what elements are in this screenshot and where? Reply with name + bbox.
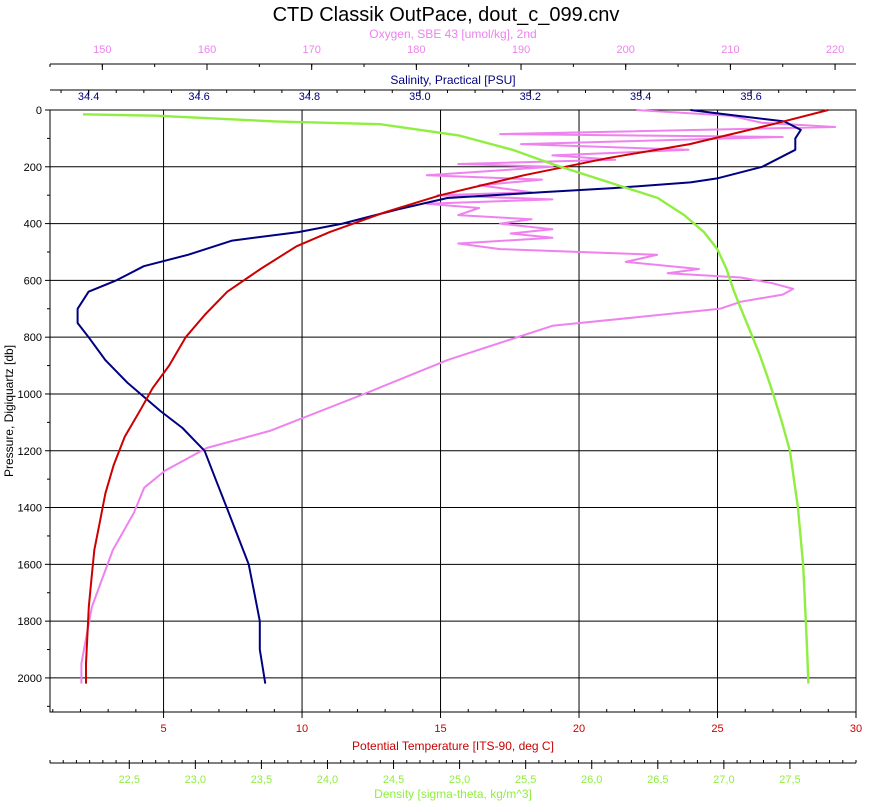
y-tick-label: 1800: [18, 616, 42, 628]
oxygen-tick-label: 160: [198, 44, 216, 56]
density-tick-label: 26,0: [581, 774, 602, 786]
salinity-tick-label: 35.4: [630, 91, 651, 103]
y-tick-label: 1000: [18, 389, 42, 401]
temperature-tick-label: 15: [434, 723, 446, 735]
salinity-tick-label: 34.8: [299, 91, 320, 103]
temperature-axis-label: Potential Temperature [ITS-90, deg C]: [352, 739, 554, 753]
oxygen-profile-line: [80, 109, 837, 684]
temperature-tick-label: 5: [160, 723, 166, 735]
temperature-tick-label: 20: [573, 723, 585, 735]
oxygen-axis-label: Oxygen, SBE 43 [umol/kg], 2nd: [369, 27, 536, 41]
oxygen-tick-label: 150: [93, 44, 111, 56]
y-tick-label: 200: [24, 162, 42, 174]
chart-title: CTD Classik OutPace, dout_c_099.cnv: [273, 4, 620, 26]
series-layer: [76, 109, 837, 684]
density-tick-label: 24,0: [317, 774, 338, 786]
y-tick-label: 1400: [18, 503, 42, 515]
oxygen-tick-label: 190: [512, 44, 530, 56]
oxygen-tick-label: 170: [303, 44, 321, 56]
density-tick-label: 26,5: [647, 774, 668, 786]
y-tick-label: 1600: [18, 559, 42, 571]
salinity-profile-line: [76, 109, 802, 684]
salinity-tick-label: 35.2: [520, 91, 541, 103]
temperature-tick-label: 30: [850, 723, 862, 735]
grid-layer: [50, 109, 857, 712]
temperature-tick-label: 10: [296, 723, 308, 735]
density-tick-label: 24,5: [383, 774, 404, 786]
salinity-axis-label: Salinity, Practical [PSU]: [390, 73, 515, 87]
density-tick-label: 27,0: [713, 774, 734, 786]
salinity-tick-label: 35.0: [409, 91, 430, 103]
y-tick-label: 800: [24, 332, 42, 344]
plot-frame: [49, 109, 857, 713]
density-tick-label: 25,0: [449, 774, 470, 786]
y-tick-label: 1200: [18, 446, 42, 458]
y-tick-label: 0: [36, 105, 42, 117]
axes-layer: 0 200 400 600 800 1000 1200 1400 1600 1800 2000 150…: [18, 27, 863, 801]
salinity-tick-label: 35.6: [740, 91, 761, 103]
oxygen-tick-label: 200: [617, 44, 635, 56]
y-tick-label: 2000: [18, 673, 42, 685]
y-axis-label: Pressure, Digiquartz [db]: [2, 345, 16, 477]
oxygen-tick-label: 180: [407, 44, 425, 56]
density-tick-label: 27,5: [779, 774, 800, 786]
temperature-profile-line: [85, 109, 829, 684]
oxygen-tick-label: 220: [826, 44, 844, 56]
density-tick-label: 22,5: [119, 774, 140, 786]
density-axis-label: Density [sigma-theta, kg/m^3]: [374, 787, 532, 801]
density-profile-line: [82, 113, 810, 684]
oxygen-tick-label: 210: [721, 44, 739, 56]
temperature-tick-label: 25: [711, 723, 723, 735]
density-tick-label: 23,0: [185, 774, 206, 786]
density-tick-label: 23,5: [251, 774, 272, 786]
y-tick-label: 400: [24, 219, 42, 231]
y-tick-label: 600: [24, 275, 42, 287]
salinity-tick-label: 34.6: [188, 91, 209, 103]
density-tick-label: 25,5: [515, 774, 536, 786]
salinity-tick-label: 34.4: [78, 91, 99, 103]
